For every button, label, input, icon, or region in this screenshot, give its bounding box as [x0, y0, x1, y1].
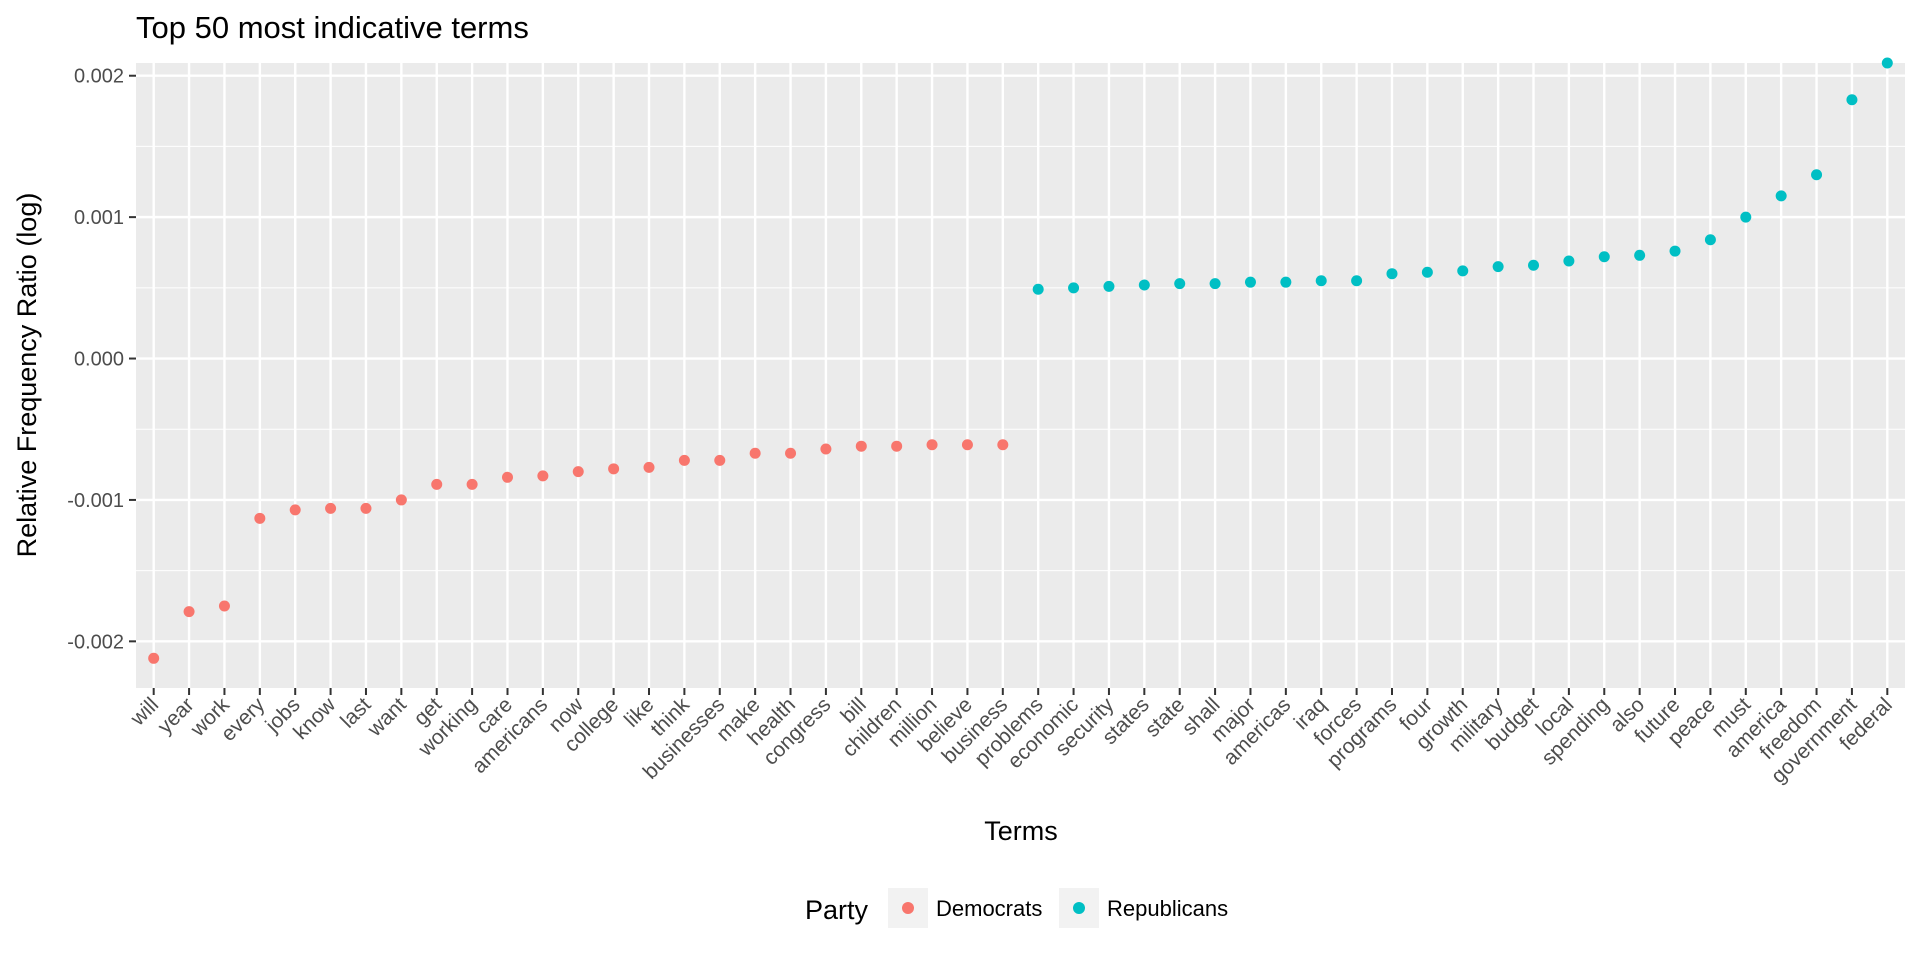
data-point — [466, 478, 478, 490]
data-point — [572, 466, 584, 478]
data-point — [1103, 280, 1115, 292]
data-point — [1528, 259, 1540, 271]
data-point — [1032, 283, 1044, 295]
data-point — [148, 652, 160, 664]
x-tick-label: know — [289, 693, 341, 745]
data-point — [254, 512, 266, 524]
data-point — [820, 443, 832, 455]
x-tick-label: year — [153, 693, 198, 738]
legend-title: Party — [805, 895, 869, 925]
data-point — [1351, 275, 1363, 287]
data-point — [1421, 266, 1433, 278]
data-point — [218, 600, 230, 612]
x-tick-label: want — [363, 693, 411, 741]
legend-marker — [902, 902, 914, 914]
legend-label: Republicans — [1107, 896, 1228, 921]
data-point — [1846, 94, 1858, 106]
data-point — [1775, 190, 1787, 202]
data-point — [1280, 276, 1292, 288]
data-point — [1704, 234, 1716, 246]
data-point — [749, 447, 761, 459]
data-point — [855, 440, 867, 452]
data-point — [1174, 278, 1186, 290]
data-point — [431, 478, 443, 490]
plot-panel-background — [136, 63, 1905, 688]
data-point — [1209, 278, 1221, 290]
data-point — [183, 606, 195, 618]
x-axis: willyearworkeveryjobsknowlastwantgetwork… — [126, 688, 1897, 788]
data-point — [1598, 251, 1610, 263]
y-tick-label: -0.002 — [67, 631, 124, 653]
chart-title: Top 50 most indicative terms — [136, 10, 529, 45]
y-tick-label: 0.000 — [74, 349, 124, 371]
y-tick-label: -0.001 — [67, 490, 124, 512]
data-point — [997, 439, 1009, 451]
y-axis-title: Relative Frequency Ratio (log) — [12, 193, 42, 558]
data-points — [148, 57, 1893, 664]
data-point — [1740, 211, 1752, 223]
data-point — [1386, 268, 1398, 280]
data-point — [1457, 265, 1469, 277]
legend-label: Democrats — [936, 896, 1042, 921]
x-axis-title: Terms — [984, 816, 1058, 846]
legend: Party Democrats Republicans — [805, 888, 1228, 928]
data-point — [785, 447, 797, 459]
data-point — [1492, 261, 1504, 273]
data-point — [395, 494, 407, 506]
data-point — [608, 463, 620, 475]
data-point — [289, 504, 301, 516]
y-tick-label: 0.002 — [74, 66, 124, 88]
data-point — [501, 471, 513, 483]
grid-lines — [136, 63, 1905, 688]
data-point — [1068, 282, 1080, 294]
data-point — [360, 502, 372, 514]
data-point — [1563, 255, 1575, 267]
x-tick-label: state — [1141, 693, 1189, 741]
plot-panel — [136, 63, 1905, 688]
data-point — [1669, 245, 1681, 257]
data-point — [891, 440, 903, 452]
data-point — [1244, 276, 1256, 288]
data-point — [325, 502, 337, 514]
data-point — [1138, 279, 1150, 291]
data-point — [1634, 249, 1646, 261]
data-point — [714, 454, 726, 466]
data-point — [926, 439, 938, 451]
data-point — [678, 454, 690, 466]
data-point — [1881, 57, 1893, 69]
legend-marker — [1073, 902, 1085, 914]
y-tick-label: 0.001 — [74, 207, 124, 229]
data-point — [1811, 169, 1823, 181]
data-point — [643, 461, 655, 473]
data-point — [961, 439, 973, 451]
data-point — [537, 470, 549, 482]
y-axis: -0.002 -0.001 0.000 0.001 0.002 — [67, 66, 136, 653]
data-point — [1315, 275, 1327, 287]
